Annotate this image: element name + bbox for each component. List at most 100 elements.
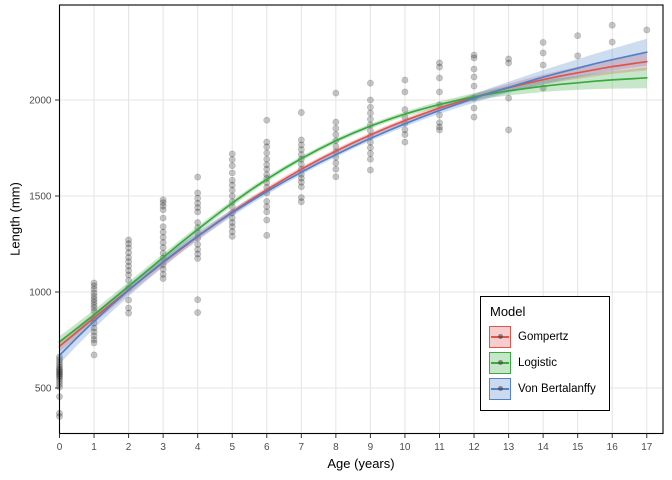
data-point (366, 103, 374, 111)
data-point (90, 295, 98, 303)
logistic-swatch-icon (489, 351, 511, 374)
data-point (263, 165, 271, 173)
data-point (125, 296, 133, 304)
data-point (263, 216, 271, 224)
data-point (90, 282, 98, 290)
data-point (90, 292, 98, 300)
data-point (470, 104, 478, 112)
data-point (366, 96, 374, 104)
data-point (194, 189, 202, 197)
svg-text:5: 5 (229, 442, 235, 453)
data-point (401, 88, 409, 96)
data-point (401, 126, 409, 134)
legend-label-logistic: Logistic (518, 356, 557, 369)
point-icon (497, 334, 503, 339)
data-point (297, 178, 305, 186)
data-point (574, 52, 582, 60)
data-point (539, 38, 547, 46)
data-point (194, 309, 202, 317)
data-point (505, 55, 513, 63)
data-point (159, 228, 167, 236)
data-point (297, 183, 305, 191)
data-point (125, 244, 133, 252)
data-point (228, 214, 236, 222)
data-point (263, 197, 271, 205)
data-point (366, 144, 374, 152)
data-point (194, 219, 202, 226)
data-point (366, 149, 374, 157)
svg-text:0: 0 (57, 442, 63, 453)
data-point (436, 74, 443, 82)
data-point (470, 113, 478, 121)
data-point (90, 351, 98, 359)
data-point (263, 203, 271, 211)
data-point (297, 174, 305, 182)
data-point (297, 146, 305, 154)
data-point (159, 199, 167, 207)
data-point (401, 131, 409, 139)
svg-text:9: 9 (368, 442, 374, 453)
data-point (228, 228, 236, 235)
data-point (263, 171, 271, 178)
data-point (159, 265, 167, 273)
data-point (125, 240, 133, 248)
data-point (332, 165, 340, 173)
data-point (125, 304, 133, 312)
data-point (159, 214, 167, 222)
data-point (125, 271, 133, 279)
legend-entry-gompertz: Gompertz (489, 325, 601, 348)
data-point (263, 143, 271, 151)
data-point (297, 194, 305, 202)
svg-text:1000: 1000 (29, 288, 52, 299)
svg-text:10: 10 (399, 442, 411, 453)
model-curve (58, 51, 648, 357)
data-point (263, 208, 271, 216)
point-icon (497, 386, 503, 391)
data-point (436, 88, 443, 96)
data-point (90, 279, 98, 287)
data-point (90, 339, 98, 347)
legend-label-gompertz: Gompertz (518, 330, 569, 343)
data-point (574, 32, 582, 40)
legend-label-von-bertalanffy: Von Bertalanffy (518, 382, 596, 395)
data-point (608, 21, 616, 29)
data-point (366, 127, 374, 135)
data-point (194, 173, 202, 181)
data-point (263, 155, 271, 163)
svg-text:4: 4 (195, 442, 201, 453)
data-point (332, 118, 340, 126)
data-point (125, 254, 133, 261)
data-point (436, 119, 443, 127)
data-point (159, 206, 167, 214)
svg-text:17: 17 (641, 442, 653, 453)
data-point (125, 267, 133, 274)
data-point (228, 223, 236, 231)
svg-text:3: 3 (160, 442, 166, 453)
gompertz-swatch-icon (489, 325, 511, 348)
data-point (194, 250, 202, 258)
data-point (228, 156, 236, 163)
data-point (608, 38, 616, 46)
svg-text:16: 16 (607, 442, 619, 453)
svg-text:2000: 2000 (29, 96, 52, 107)
point-icon (497, 360, 503, 365)
data-point (297, 160, 305, 168)
svg-text:6: 6 (264, 442, 270, 453)
data-point (297, 109, 305, 116)
svg-text:1500: 1500 (29, 192, 52, 203)
data-point (470, 65, 478, 73)
data-point (159, 275, 167, 283)
data-point (159, 239, 167, 246)
data-point (332, 124, 340, 132)
data-point (332, 173, 340, 181)
x-axis-title: Age (years) (327, 456, 395, 471)
data-point (159, 223, 167, 231)
data-point (159, 233, 167, 241)
data-point (159, 244, 167, 251)
svg-text:1: 1 (91, 442, 97, 453)
data-point (297, 136, 305, 144)
von-bertalanffy-swatch-icon (489, 377, 511, 400)
legend-entry-logistic: Logistic (489, 351, 601, 374)
y-axis-title: Length (mm) (7, 182, 23, 256)
